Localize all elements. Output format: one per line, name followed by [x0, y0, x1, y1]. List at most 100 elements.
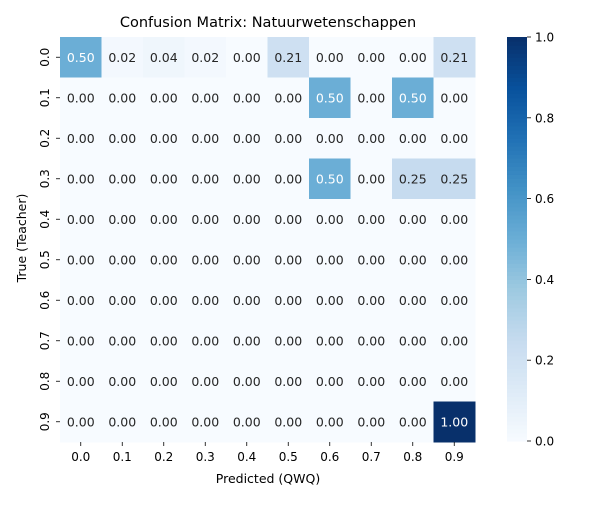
- heatmap-cells: [60, 37, 476, 443]
- x-tick-label: 0.3: [196, 450, 215, 464]
- heatmap-cell: [143, 77, 185, 119]
- heatmap-cell: [392, 77, 434, 119]
- cell-value-label: 0.00: [233, 374, 261, 389]
- colorbar-segment: [507, 424, 527, 430]
- cell-value-label: 0.25: [399, 171, 427, 186]
- x-axis-label: Predicted (QWQ): [216, 471, 320, 486]
- cell-value-label: 0.00: [357, 90, 385, 105]
- colorbar-segment: [507, 263, 527, 268]
- cell-value-label: 0.00: [399, 293, 427, 308]
- colorbar-segment: [507, 73, 527, 78]
- cell-value-label: 0.00: [316, 414, 344, 429]
- colorbar-segment: [507, 340, 527, 345]
- cell-value-label: 0.00: [233, 131, 261, 146]
- heatmap-cell: [433, 320, 476, 362]
- colorbar-segment: [507, 61, 527, 66]
- heatmap-cell: [309, 239, 351, 281]
- colorbar-segment: [507, 49, 527, 54]
- heatmap-cell: [184, 401, 227, 443]
- cell-value-label: 0.04: [150, 50, 178, 65]
- heatmap-cell: [392, 199, 434, 240]
- cell-value-label: 0.00: [399, 374, 427, 389]
- y-tick-label: 0.9: [38, 412, 52, 431]
- heatmap-cell: [267, 199, 310, 240]
- heatmap-cell: [350, 280, 393, 321]
- cell-value-label: 0.00: [357, 50, 385, 65]
- heatmap-cell: [433, 118, 476, 159]
- x-tick-label: 0.4: [237, 450, 256, 464]
- heatmap-cell: [184, 280, 227, 321]
- cell-value-label: 0.00: [150, 90, 178, 105]
- colorbar-segment: [507, 109, 527, 115]
- colorbar-segment: [507, 348, 527, 353]
- cell-value-label: 0.00: [233, 171, 261, 186]
- colorbar-segment: [507, 331, 527, 337]
- colorbar-segment: [507, 218, 527, 224]
- cell-value-label: 0.00: [191, 131, 219, 146]
- y-tick-label: 0.4: [38, 210, 52, 229]
- cell-value-label: 0.21: [440, 50, 468, 65]
- cell-value-label: 0.00: [440, 374, 468, 389]
- heatmap-cell: [267, 280, 310, 321]
- heatmap-cell: [184, 118, 227, 159]
- heatmap-cell: [433, 199, 476, 240]
- colorbar-segment: [507, 279, 527, 285]
- cell-value-label: 0.00: [191, 90, 219, 105]
- y-tick-label: 0.5: [38, 250, 52, 269]
- colorbar-segment: [507, 117, 527, 123]
- heatmap-cell: [60, 280, 102, 321]
- cell-value-label: 0.00: [150, 293, 178, 308]
- colorbar-segment: [507, 69, 527, 74]
- cell-value-label: 0.00: [191, 252, 219, 267]
- heatmap-cell: [60, 320, 102, 362]
- y-tick-label: 0.8: [38, 372, 52, 391]
- cell-value-label: 0.00: [440, 212, 468, 227]
- colorbar-segment: [507, 315, 527, 321]
- x-tick-label: 0.6: [320, 450, 339, 464]
- colorbar-segment: [507, 243, 527, 248]
- heatmap-cell: [60, 118, 102, 159]
- heatmap-cell: [309, 158, 351, 200]
- y-tick-label: 0.3: [38, 169, 52, 188]
- cell-value-label: 0.00: [150, 212, 178, 227]
- cell-value-label: 0.00: [150, 374, 178, 389]
- colorbar-segment: [507, 352, 527, 357]
- heatmap-cell: [309, 118, 351, 159]
- heatmap-cell: [101, 37, 144, 78]
- colorbar-segment: [507, 45, 527, 50]
- colorbar-segment: [507, 65, 527, 70]
- colorbar-segment: [507, 85, 527, 91]
- colorbar-segment: [507, 174, 527, 179]
- colorbar-segment: [507, 182, 527, 188]
- colorbar-segment: [507, 291, 527, 297]
- colorbar-segment: [507, 323, 527, 329]
- x-tick-label: 0.0: [71, 450, 90, 464]
- cell-value-label: 0.50: [316, 90, 344, 105]
- cell-value-label: 0.00: [67, 293, 95, 308]
- cell-value-label: 0.00: [440, 90, 468, 105]
- colorbar-segment: [507, 53, 527, 58]
- colorbar-segment: [507, 77, 527, 83]
- colorbar-segment: [507, 372, 527, 377]
- colorbar-segment: [507, 408, 527, 414]
- colorbar-tick-label: 0.4: [535, 273, 554, 287]
- colorbar-segment: [507, 384, 527, 390]
- colorbar-segment: [507, 376, 527, 381]
- heatmap-cell: [143, 239, 185, 281]
- heatmap-cell: [184, 77, 227, 119]
- cell-value-label: 0.00: [399, 131, 427, 146]
- heatmap-cell: [392, 158, 434, 200]
- heatmap-cell: [392, 280, 434, 321]
- heatmap-cell: [350, 77, 393, 119]
- colorbar-segment: [507, 396, 527, 402]
- colorbar-segment: [507, 138, 527, 143]
- cell-value-label: 0.00: [191, 333, 219, 348]
- heatmap-cell: [60, 239, 102, 281]
- heatmap-cell: [350, 401, 393, 443]
- heatmap-cell: [433, 239, 476, 281]
- cell-value-label: 0.00: [108, 131, 136, 146]
- colorbar-segment: [507, 295, 527, 301]
- heatmap-cell-labels: 0.50 0.02 0.04 0.02 0.00 0.21 0.00 0.00 0.00 0.21…: [67, 50, 468, 430]
- colorbar-segment: [507, 287, 527, 293]
- cell-value-label: 0.00: [67, 90, 95, 105]
